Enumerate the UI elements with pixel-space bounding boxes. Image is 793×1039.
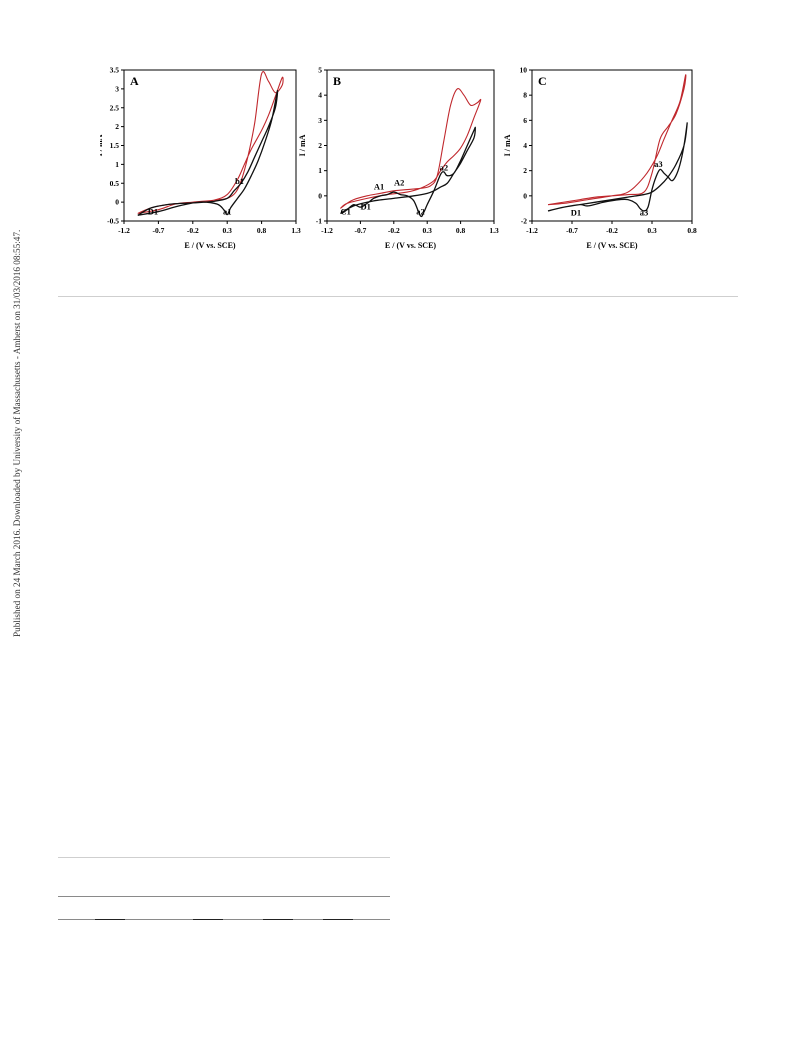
download-watermark: Published on 24 March 2016. Downloaded b… xyxy=(12,162,24,637)
peak-label: a3 xyxy=(640,207,649,217)
y-tick-label: 2 xyxy=(318,141,322,150)
peak-label: b1 xyxy=(235,176,244,186)
cyclic-voltammogram-figure: -1.2 -0.7 -0.2 0.3 0.8 1.3 -0.5 0 0.5 1 1.5 2 2.5 3 3.… xyxy=(100,62,706,257)
y-tick-label: 5 xyxy=(318,66,322,75)
table-header-rule xyxy=(58,896,390,897)
y-tick-label: 1 xyxy=(115,160,119,169)
plot-frame xyxy=(124,70,296,221)
y-tick-label: 4 xyxy=(523,141,527,150)
y-tick-label: 3 xyxy=(318,116,322,125)
x-tick-label: 0.8 xyxy=(687,226,697,235)
table-cell-rule-3 xyxy=(263,919,293,920)
y-tick-label: 1 xyxy=(318,166,322,175)
x-tick-label: 0.3 xyxy=(647,226,657,235)
panel-b: -1.2 -0.7 -0.2 0.3 0.8 1.3 -1 0 1 2 3 4 5 E / (V vs. … xyxy=(298,66,499,251)
panel-letter: A xyxy=(130,74,139,88)
x-axis-label: E / (V vs. SCE) xyxy=(586,241,638,250)
table-cell-rule-1 xyxy=(95,919,125,920)
x-tick-label: -1.2 xyxy=(526,226,538,235)
scan-curve-red xyxy=(340,89,480,209)
download-watermark-text: Published on 24 March 2016. Downloaded b… xyxy=(12,230,22,637)
x-axis-label: E / (V vs. SCE) xyxy=(184,241,236,250)
scan-curve-black xyxy=(548,123,687,211)
peak-label: D1 xyxy=(148,207,158,217)
y-tick-label: 1.5 xyxy=(110,141,120,150)
x-tick-label: -0.2 xyxy=(606,226,618,235)
x-tick-label: 1.3 xyxy=(291,226,301,235)
y-tick-label: 0 xyxy=(115,198,119,207)
y-tick-label: 4 xyxy=(318,91,322,100)
x-tick-label: 1.3 xyxy=(489,226,499,235)
x-tick-label: 0.3 xyxy=(423,226,433,235)
peak-label: D1 xyxy=(571,207,581,217)
plot-frame xyxy=(532,70,692,221)
peak-label: A1 xyxy=(374,182,384,192)
y-tick-label: 3 xyxy=(115,84,119,93)
y-tick-label: 3.5 xyxy=(110,66,120,75)
x-tick-label: -0.2 xyxy=(187,226,199,235)
y-tick-label: 2 xyxy=(523,166,527,175)
peak-label: a1 xyxy=(223,207,232,217)
table-cell-rule-2 xyxy=(193,919,223,920)
x-tick-label: -0.7 xyxy=(152,226,164,235)
panel-letter: C xyxy=(538,74,547,88)
peak-label: a3 xyxy=(654,159,663,169)
y-axis-label: I / mA xyxy=(503,134,512,156)
y-tick-label: 6 xyxy=(523,116,527,125)
y-tick-label: -1 xyxy=(316,217,322,226)
peak-label: a2 xyxy=(440,163,449,173)
panel-letter: B xyxy=(333,74,341,88)
x-tick-label: -0.7 xyxy=(566,226,578,235)
x-tick-label: -1.2 xyxy=(118,226,130,235)
y-tick-label: 0.5 xyxy=(110,179,120,188)
peak-label: a2 xyxy=(416,207,425,217)
y-tick-label: -2 xyxy=(521,217,527,226)
peak-label: D1 xyxy=(361,202,371,212)
y-tick-label: 2.5 xyxy=(110,103,120,112)
x-tick-label: 0.8 xyxy=(257,226,267,235)
x-tick-label: 0.3 xyxy=(223,226,233,235)
y-axis-label: I / mA xyxy=(100,134,104,156)
table-cell-rule-4 xyxy=(323,919,353,920)
panel-a: -1.2 -0.7 -0.2 0.3 0.8 1.3 -0.5 0 0.5 1 1.5 2 2.5 3 3.… xyxy=(100,66,301,251)
y-tick-label: 2 xyxy=(115,122,119,131)
x-tick-label: 0.8 xyxy=(456,226,466,235)
y-tick-label: 8 xyxy=(523,91,527,100)
panel-c: -1.2 -0.7 -0.2 0.3 0.8 -2 0 2 4 6 8 10 E / (V vs. SC… xyxy=(503,66,697,251)
scan-curve-red xyxy=(548,75,686,205)
x-tick-label: -0.2 xyxy=(388,226,400,235)
x-tick-label: -0.7 xyxy=(354,226,366,235)
peak-label: A2 xyxy=(394,177,404,187)
table-top-rule xyxy=(58,857,390,858)
y-tick-label: 10 xyxy=(520,66,528,75)
y-tick-label: 0 xyxy=(523,191,527,200)
peak-label: C1 xyxy=(341,207,351,217)
x-axis-label: E / (V vs. SCE) xyxy=(385,241,437,250)
x-tick-label: -1.2 xyxy=(321,226,333,235)
figure-divider-line xyxy=(58,296,738,297)
y-axis-label: I / mA xyxy=(298,134,307,156)
y-tick-label: 0 xyxy=(318,191,322,200)
y-tick-label: -0.5 xyxy=(107,217,119,226)
